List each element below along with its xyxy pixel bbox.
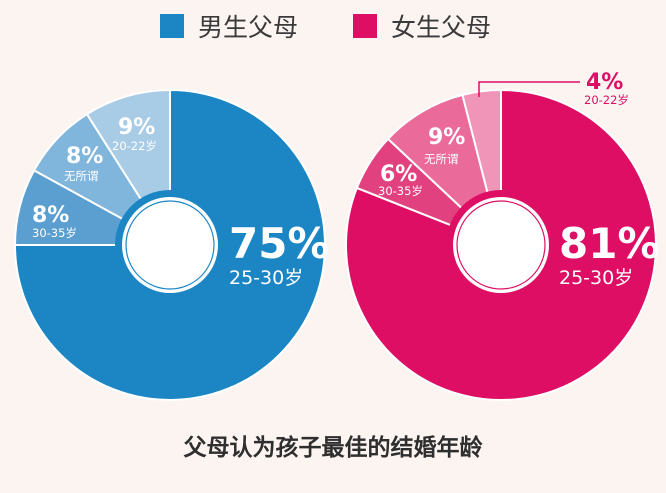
legend-label-boys: 男生父母 [198,13,298,42]
pie-girls: 81% 25-30岁 6% 30-35岁 9% 无所谓 4% 20-22岁 [345,70,660,401]
pie-boys-3035-label: 30-35岁 [32,226,77,240]
legend: 男生父母 女生父母 [160,13,491,42]
legend-swatch-boys [160,14,184,38]
pie-girls-hole-line [456,200,546,290]
legend-swatch-girls [353,14,377,38]
pie-boys-2022-label: 20-22岁 [112,139,157,153]
pie-girls-3035-label: 30-35岁 [378,184,423,198]
pie-boys-hole-line [125,200,215,290]
pie-girls-any-label: 无所谓 [424,152,459,166]
legend-label-girls: 女生父母 [391,13,491,42]
pie-boys-main-label: 25-30岁 [229,267,303,289]
pie-boys-any-percent: 8% [66,144,103,169]
pie-girls-main-percent: 81% [559,219,660,268]
pie-girls-2022-label: 20-22岁 [584,93,629,107]
pie-girls-main-label: 25-30岁 [559,267,633,289]
pie-boys-hole-outer [122,197,218,293]
pie-boys-3035-percent: 8% [32,203,69,228]
pie-girls-2022-percent: 4% [586,70,623,95]
pie-boys-main-percent: 75% [229,219,330,268]
chart-caption: 父母认为孩子最佳的结婚年龄 [184,434,484,461]
pie-girls-3035-percent: 6% [380,162,417,187]
pie-girls-2022-callout-line [478,81,580,97]
pie-boys-any-label: 无所谓 [64,169,99,183]
pie-boys: 75% 25-30岁 8% 30-35岁 8% 无所谓 9% 20-22岁 [14,89,330,401]
pie-boys-2022-percent: 9% [118,115,155,140]
pie-girls-hole-outer [453,197,549,293]
pie-boys-slice-25-30 [14,89,326,401]
pie-girls-any-percent: 9% [428,125,465,150]
